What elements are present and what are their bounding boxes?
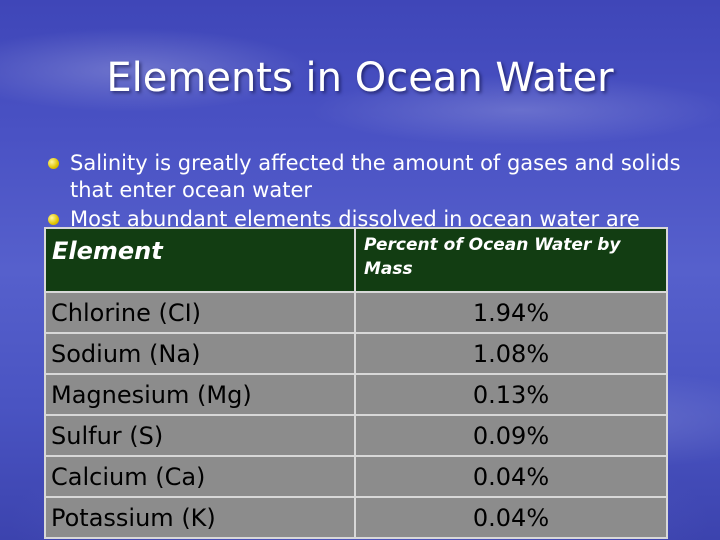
cell-element: Chlorine (CI) (44, 291, 356, 334)
cell-element: Potassium (K) (44, 496, 356, 539)
table-row: Magnesium (Mg) 0.13% (44, 373, 668, 416)
table-header-row: Element Percent of Ocean Water by Mass (44, 227, 668, 293)
cell-percent: 0.13% (354, 373, 668, 416)
table-row: Potassium (K) 0.04% (44, 496, 668, 539)
bullet-text: Most abundant elements dissolved in ocea… (70, 207, 640, 231)
bullet-item: Most abundant elements dissolved in ocea… (48, 206, 688, 233)
cell-element: Magnesium (Mg) (44, 373, 356, 416)
header-percent: Percent of Ocean Water by Mass (354, 227, 668, 293)
cell-element: Calcium (Ca) (44, 455, 356, 498)
cell-percent: 1.94% (354, 291, 668, 334)
header-element: Element (44, 227, 356, 293)
cell-percent: 1.08% (354, 332, 668, 375)
table-row: Chlorine (CI) 1.94% (44, 291, 668, 334)
slide-title: Elements in Ocean Water (106, 55, 614, 101)
cell-percent: 0.04% (354, 496, 668, 539)
table-row: Calcium (Ca) 0.04% (44, 455, 668, 498)
bullet-dot-icon (48, 214, 59, 225)
elements-table: Element Percent of Ocean Water by Mass C… (44, 227, 668, 539)
cell-percent: 0.09% (354, 414, 668, 457)
bullet-list: Salinity is greatly affected the amount … (48, 150, 688, 233)
cell-element: Sulfur (S) (44, 414, 356, 457)
cell-element: Sodium (Na) (44, 332, 356, 375)
bullet-dot-icon (48, 158, 59, 169)
cell-percent: 0.04% (354, 455, 668, 498)
table-row: Sulfur (S) 0.09% (44, 414, 668, 457)
table-row: Sodium (Na) 1.08% (44, 332, 668, 375)
bullet-text: Salinity is greatly affected the amount … (70, 151, 681, 202)
bullet-item: Salinity is greatly affected the amount … (48, 150, 688, 204)
